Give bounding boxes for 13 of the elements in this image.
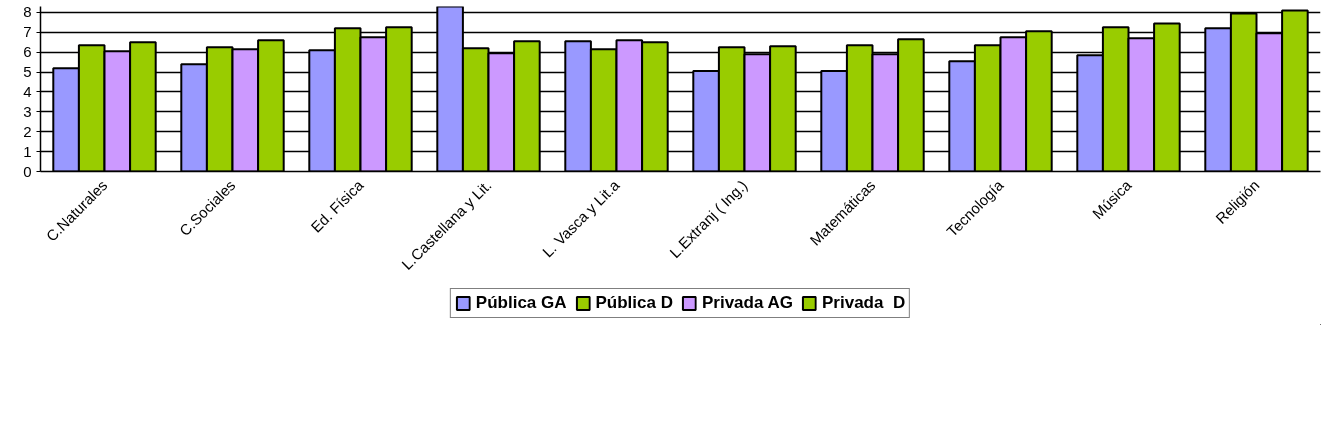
legend-label: Privada AG (701, 293, 794, 313)
legend-label: Pública GA (475, 293, 567, 313)
y-tick-label: 5 (23, 63, 32, 81)
y-tick-label: 3 (23, 102, 32, 120)
y-tick-label: 7 (23, 23, 32, 41)
y-tick-label: 1 (23, 142, 32, 160)
y-tick-label: 6 (23, 43, 32, 61)
y-tick-label: 0 (23, 162, 32, 180)
y-tick-label: 8 (23, 3, 32, 21)
legend-label: Privada D (822, 293, 906, 313)
y-tick-label: 2 (23, 122, 32, 140)
y-tick-label: 4 (23, 82, 32, 100)
legend-label: Pública D (595, 293, 673, 313)
